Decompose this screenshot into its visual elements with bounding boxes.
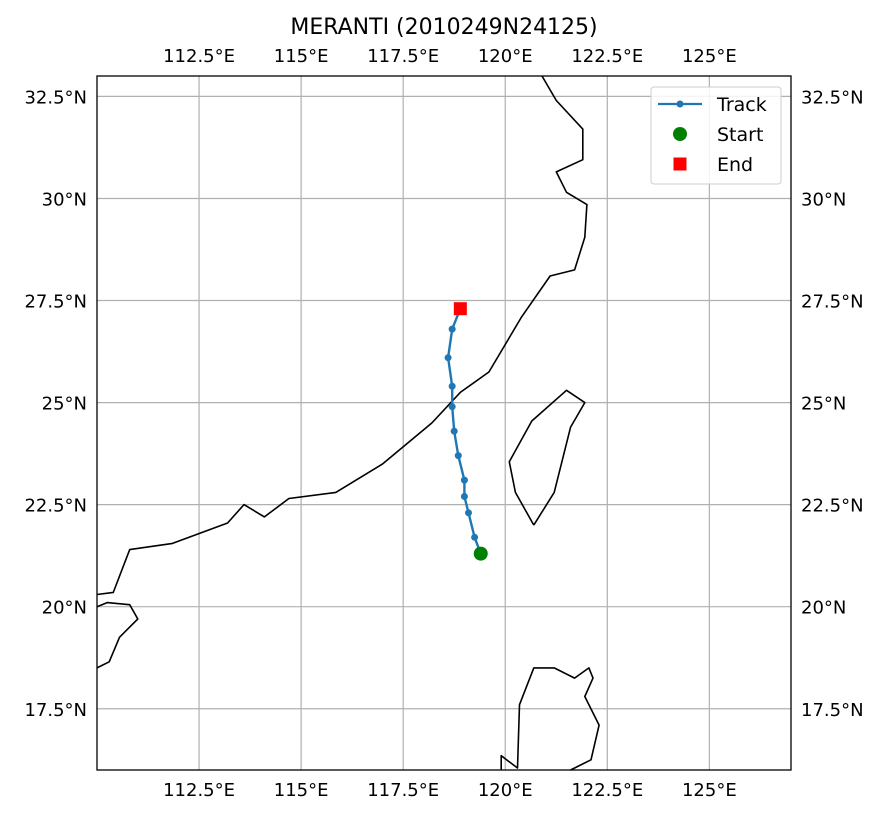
- track-point: [460, 476, 468, 484]
- y-tick-label-left: 25°N: [42, 394, 87, 415]
- x-tick-label-top: 117.5°E: [367, 46, 439, 67]
- track-line: [446, 308, 482, 555]
- x-tick-label-bottom: 122.5°E: [571, 780, 643, 801]
- x-tick-label-bottom: 117.5°E: [367, 780, 439, 801]
- coastline: [96, 601, 139, 669]
- track-point: [448, 325, 456, 333]
- y-tick-label-right: 30°N: [801, 189, 846, 210]
- legend-start-marker: [673, 127, 687, 141]
- x-tick-label-top: 115°E: [274, 46, 329, 67]
- track-point: [464, 509, 472, 517]
- y-tick-label-right: 20°N: [801, 598, 846, 619]
- legend-track-marker: [676, 100, 684, 108]
- x-tick-label-bottom: 115°E: [274, 780, 329, 801]
- y-tick-label-right: 32.5°N: [801, 87, 864, 108]
- y-tick-label-left: 32.5°N: [24, 87, 87, 108]
- track-point: [454, 452, 462, 460]
- chart-title: MERANTI (2010249N24125): [290, 15, 597, 40]
- legend-label-start: Start: [717, 124, 763, 146]
- track-point: [460, 492, 468, 500]
- y-tick-label-right: 17.5°N: [801, 700, 864, 721]
- y-tick-label-right: 25°N: [801, 394, 846, 415]
- x-tick-label-top: 112.5°E: [163, 46, 235, 67]
- y-tick-label-right: 22.5°N: [801, 496, 864, 517]
- coastline: [508, 389, 586, 526]
- gridlines: [97, 76, 791, 770]
- y-tick-label-left: 20°N: [42, 598, 87, 619]
- y-tick-label-left: 17.5°N: [24, 700, 87, 721]
- track-point: [448, 403, 456, 411]
- y-tick-label-left: 22.5°N: [24, 496, 87, 517]
- y-tick-label-right: 27.5°N: [801, 292, 864, 313]
- coastline: [500, 667, 600, 771]
- x-tick-label-bottom: 112.5°E: [163, 780, 235, 801]
- coastline: [96, 75, 588, 596]
- plot-frame: [96, 75, 792, 771]
- x-tick-label-bottom: 125°E: [682, 780, 737, 801]
- track-point: [471, 533, 479, 541]
- y-tick-label-left: 27.5°N: [24, 292, 87, 313]
- end-marker: [453, 302, 467, 316]
- track-point: [450, 427, 458, 435]
- axis-tick-labels: 112.5°E 112.5°E 115°E 115°E 117.5°E 117.5°E 12…: [24, 46, 863, 801]
- track-point: [448, 382, 456, 390]
- y-tick-label-left: 30°N: [42, 189, 87, 210]
- x-tick-label-top: 125°E: [682, 46, 737, 67]
- legend-end-marker: [673, 157, 687, 171]
- start-marker: [473, 546, 488, 561]
- track-point: [444, 354, 452, 362]
- legend: Track Start End: [650, 86, 782, 185]
- plot-background: [97, 76, 791, 770]
- x-tick-label-top: 122.5°E: [571, 46, 643, 67]
- coastlines: [96, 75, 600, 771]
- x-tick-label-top: 120°E: [478, 46, 533, 67]
- x-tick-label-bottom: 120°E: [478, 780, 533, 801]
- legend-label-track: Track: [716, 94, 767, 116]
- legend-label-end: End: [717, 154, 753, 176]
- track-series: [444, 302, 488, 561]
